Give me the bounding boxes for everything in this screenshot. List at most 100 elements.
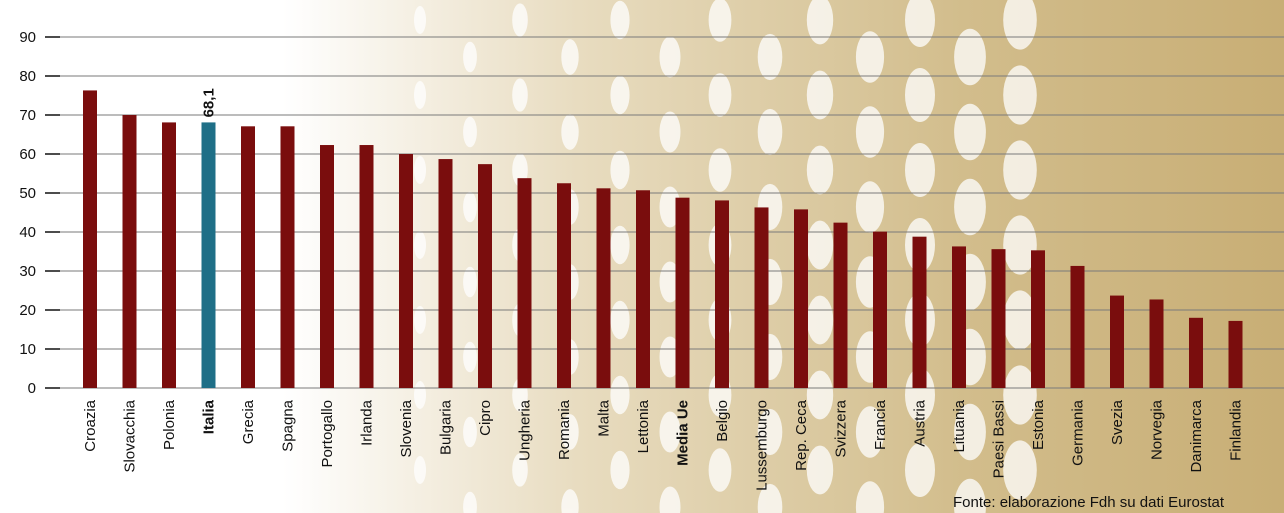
background-dot [954,103,986,161]
x-tick-label: Belgio [714,400,731,442]
background-dot [1003,440,1037,500]
background-dot [806,370,834,420]
y-tick-label: 0 [28,380,36,397]
background-dot [855,406,885,458]
background-dot [905,143,935,197]
data-label-italia: 68,1 [201,88,218,117]
background-dot [659,336,681,378]
background-dot [905,68,935,122]
background-dot [659,486,681,513]
background-dot [806,295,834,345]
background-dot [806,445,834,495]
background-dot [610,150,630,190]
background-dot [1003,290,1037,350]
background-dot [954,478,986,513]
y-axis: 0 10 20 30 40 50 60 70 80 90 [19,29,60,397]
background-dot [512,453,528,487]
background-dot [1003,140,1037,200]
background-dot [414,456,426,484]
background-dot [708,0,732,42]
x-tick-label: Svezia [1109,399,1126,445]
background-dot [855,106,885,158]
x-tick-label: Estonia [1030,399,1047,450]
x-tick-label: Rep. Ceca [793,399,810,471]
bar-portogallo [320,145,334,388]
background-dot [855,181,885,233]
background-dot [414,6,426,34]
background-dot [463,416,477,448]
x-tick-label: Francia [872,399,889,450]
x-tick-label: Lituania [951,399,968,452]
background-dot [905,0,935,47]
x-tick-label: Malta [596,399,613,436]
background-dot [463,41,477,73]
bar-francia [873,231,887,388]
bar-slovacchia [122,115,137,388]
x-tick-label: Slovenia [398,399,415,457]
x-tick-label: Irlanda [359,399,376,446]
y-tick-label: 80 [19,68,36,85]
bar-lussemburgo [754,207,769,388]
background-dot [463,491,477,513]
background-dot [905,443,935,497]
bar-cipro [478,164,492,388]
background-dot [757,108,783,156]
bar-belgio [715,200,729,388]
background-dot [610,450,630,490]
background-dot [806,70,834,120]
bar-rep-ceca [794,209,808,388]
x-tick-label: Spagna [280,399,297,451]
bar-romania [557,183,571,388]
background-dot [561,114,579,150]
bar-bulgaria [438,159,453,388]
bar-irlanda [359,145,374,388]
bar-italia [201,122,216,388]
x-tick-label: Croazia [82,399,99,451]
background-dot [561,39,579,75]
x-tick-label: Lussemburgo [754,400,771,491]
background-dot [659,411,681,453]
x-tick-label: Media Ue [675,400,692,466]
x-tick-label: Finlandia [1228,399,1245,461]
background-dot [463,116,477,148]
background-dot [806,145,834,195]
background-dot [1003,215,1037,275]
y-tick-label: 50 [19,185,36,202]
y-tick-label: 90 [19,29,36,46]
bar-media-ue [675,197,690,388]
x-tick-label: Bulgaria [438,399,455,455]
background-dot [954,403,986,461]
bar-ungheria [517,178,532,388]
x-tick-label: Italia [201,399,218,434]
bar-malta [596,188,611,388]
x-tick-label: Germania [1070,399,1087,466]
background-dot [659,186,681,228]
bar-finlandia [1228,320,1243,388]
bar-germania [1070,265,1085,388]
background-dot [512,3,528,37]
background-dot [708,148,732,192]
background-dot [414,306,426,334]
y-tick-label: 30 [19,263,36,280]
gridlines [45,36,1284,389]
background-dot [708,73,732,117]
bar-estonia [1031,250,1045,388]
background-dot [561,489,579,513]
background-dot [610,375,630,415]
background-dot [414,156,426,184]
x-tick-label: Grecia [240,399,257,444]
background-dot [561,414,579,450]
background-dot [806,220,834,270]
bar-lituania [952,246,966,388]
x-tick-label: Portogallo [319,400,336,468]
x-axis-labels: Croazia Slovacchia Polonia Italia Grecia Spag… [82,399,1245,491]
background-dot [610,75,630,115]
background-dot [610,0,630,40]
bars: 68,1 [83,88,1243,389]
x-tick-label: Austria [912,399,929,446]
background-dot [659,36,681,78]
background-dot [1003,65,1037,125]
background-dot [954,28,986,86]
x-tick-label: Ungheria [517,399,534,461]
